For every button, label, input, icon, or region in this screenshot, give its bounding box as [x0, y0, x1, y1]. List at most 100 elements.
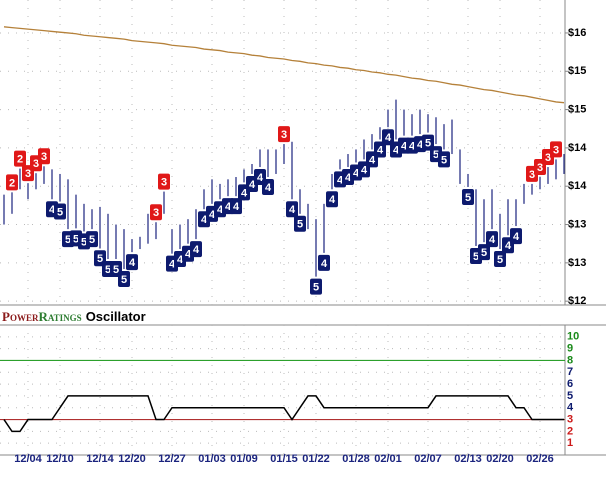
y-tick-label: 3: [567, 413, 573, 425]
y-tick-label: 5: [567, 390, 573, 402]
signal-label: 4: [369, 154, 376, 166]
y-tick-label: $12: [568, 295, 586, 307]
y-tick-label: 4: [567, 402, 574, 414]
signal-label: 4: [169, 259, 176, 271]
y-tick-label: $15: [568, 103, 586, 115]
signal-box: [262, 179, 274, 196]
signal-label: 4: [361, 164, 368, 176]
signal-label: 4: [177, 254, 184, 266]
signal-label: 4: [505, 240, 512, 252]
signal-label: 4: [257, 172, 264, 184]
y-tick-label: 2: [567, 425, 573, 437]
title-text: Oscillator: [86, 309, 146, 324]
signal-label: 4: [249, 179, 256, 191]
signal-box: [510, 228, 522, 245]
x-tick-label: 02/20: [486, 453, 514, 465]
x-tick-label: 02/26: [526, 453, 554, 465]
signal-box: [382, 129, 394, 146]
signal-label: 5: [465, 192, 471, 204]
signal-label: 3: [41, 151, 47, 163]
x-tick-label: 02/13: [454, 453, 482, 465]
brand-part: Power: [2, 309, 39, 324]
y-tick-label: 7: [567, 366, 573, 378]
signal-label: 3: [161, 176, 167, 188]
signal-label: 4: [241, 187, 248, 199]
y-tick-label: $13: [568, 218, 586, 230]
signal-label: 4: [225, 201, 232, 213]
signal-label: 4: [409, 141, 416, 153]
signal-label: 5: [497, 254, 503, 266]
x-tick-label: 01/28: [342, 453, 370, 465]
signal-box: [38, 148, 50, 165]
x-tick-label: 01/03: [198, 453, 226, 465]
y-tick-label: $14: [568, 180, 587, 192]
x-tick-label: 12/14: [86, 453, 114, 465]
signal-box: [150, 204, 162, 221]
signal-box: [54, 203, 66, 220]
y-tick-label: $14: [568, 142, 587, 154]
signal-label: 5: [313, 282, 319, 294]
signal-label: 4: [129, 257, 136, 269]
x-tick-label: 12/04: [14, 453, 42, 465]
signal-label: 5: [89, 234, 95, 246]
oscillator-line: [3, 395, 564, 433]
signal-label: 4: [217, 204, 224, 216]
signal-label: 5: [73, 233, 79, 245]
signal-box: [190, 241, 202, 258]
signal-box: [326, 191, 338, 208]
signal-box: [14, 150, 26, 167]
y-tick-label: $15: [568, 65, 586, 77]
signal-label: 5: [97, 253, 103, 265]
signal-label: 4: [393, 144, 400, 156]
signal-label: 5: [441, 154, 447, 166]
signal-label: 4: [233, 201, 240, 213]
signal-box: [374, 141, 386, 158]
moving-average: [3, 26, 565, 104]
x-tick-label: 02/01: [374, 453, 402, 465]
x-tick-label: 01/22: [302, 453, 330, 465]
signal-label: 5: [81, 236, 87, 248]
signal-label: 5: [65, 234, 71, 246]
signal-label: 3: [529, 169, 535, 181]
signal-label: 4: [513, 231, 520, 243]
signal-label: 3: [537, 162, 543, 174]
signal-label: 4: [321, 258, 328, 270]
signal-box: [118, 270, 130, 287]
signal-label: 5: [297, 219, 303, 231]
signal-label: 4: [345, 172, 352, 184]
signal-box: [158, 173, 170, 190]
signal-box: [230, 198, 242, 215]
signal-box: [6, 174, 18, 191]
x-tick-label: 01/09: [230, 453, 258, 465]
brand-part: Ratings: [38, 309, 81, 324]
signal-label: 5: [105, 264, 111, 276]
signal-label: 3: [25, 168, 31, 180]
signal-label: 5: [473, 251, 479, 263]
signal-box: [278, 126, 290, 143]
signal-label: 3: [553, 144, 559, 156]
signal-box: [494, 251, 506, 268]
signal-box: [438, 151, 450, 168]
signal-label: 3: [545, 152, 551, 164]
x-tick-label: 12/20: [118, 453, 146, 465]
signal-label: 4: [377, 144, 384, 156]
signal-label: 5: [121, 274, 127, 286]
signal-box: [478, 244, 490, 261]
y-tick-label: 9: [567, 343, 573, 355]
y-tick-label: $13: [568, 257, 586, 269]
signal-box: [310, 278, 322, 295]
signal-label: 4: [401, 141, 408, 153]
signal-label: 4: [417, 139, 424, 151]
signal-label: 4: [209, 209, 216, 221]
signal-label: 2: [17, 153, 23, 165]
signal-box: [318, 254, 330, 271]
signal-label: 4: [353, 167, 360, 179]
signal-label: 4: [329, 194, 336, 206]
signal-label: 5: [57, 206, 63, 218]
y-tick-label: 1: [567, 437, 573, 449]
signal-label: 4: [201, 214, 208, 226]
signal-box: [286, 201, 298, 218]
signal-box: [486, 231, 498, 248]
signal-box: [462, 188, 474, 205]
